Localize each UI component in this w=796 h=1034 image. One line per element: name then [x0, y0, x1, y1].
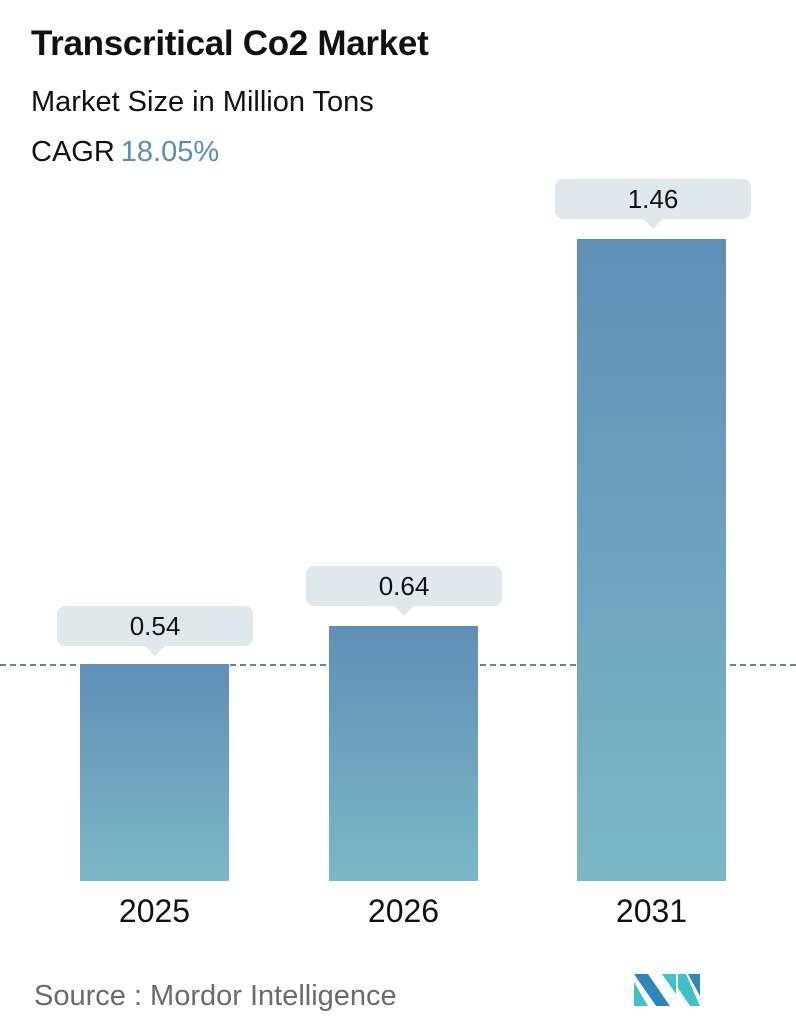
x-label-2031: 2031 [615, 893, 688, 929]
mordor-logo-icon [634, 972, 700, 1013]
cagr-label: CAGR [31, 136, 115, 168]
cagr-value: 18.05% [120, 136, 220, 168]
cagr: CAGR 18.05% [31, 136, 219, 169]
value-bubble-2025: 0.54 [57, 606, 253, 656]
chart-title: Transcritical Co2 Market [31, 24, 429, 63]
x-label-2025: 2025 [118, 893, 191, 929]
bar-2031 [577, 239, 726, 881]
chart-subtitle: Market Size in Million Tons [31, 86, 374, 118]
source-text: Source : Mordor Intelligence [34, 980, 397, 1012]
bar-2025 [80, 664, 229, 881]
value-bubble-2026: 0.64 [306, 566, 502, 616]
x-label-2026: 2026 [367, 893, 440, 929]
value-bubble-2031: 1.46 [555, 179, 751, 229]
bar-2026 [329, 626, 478, 881]
